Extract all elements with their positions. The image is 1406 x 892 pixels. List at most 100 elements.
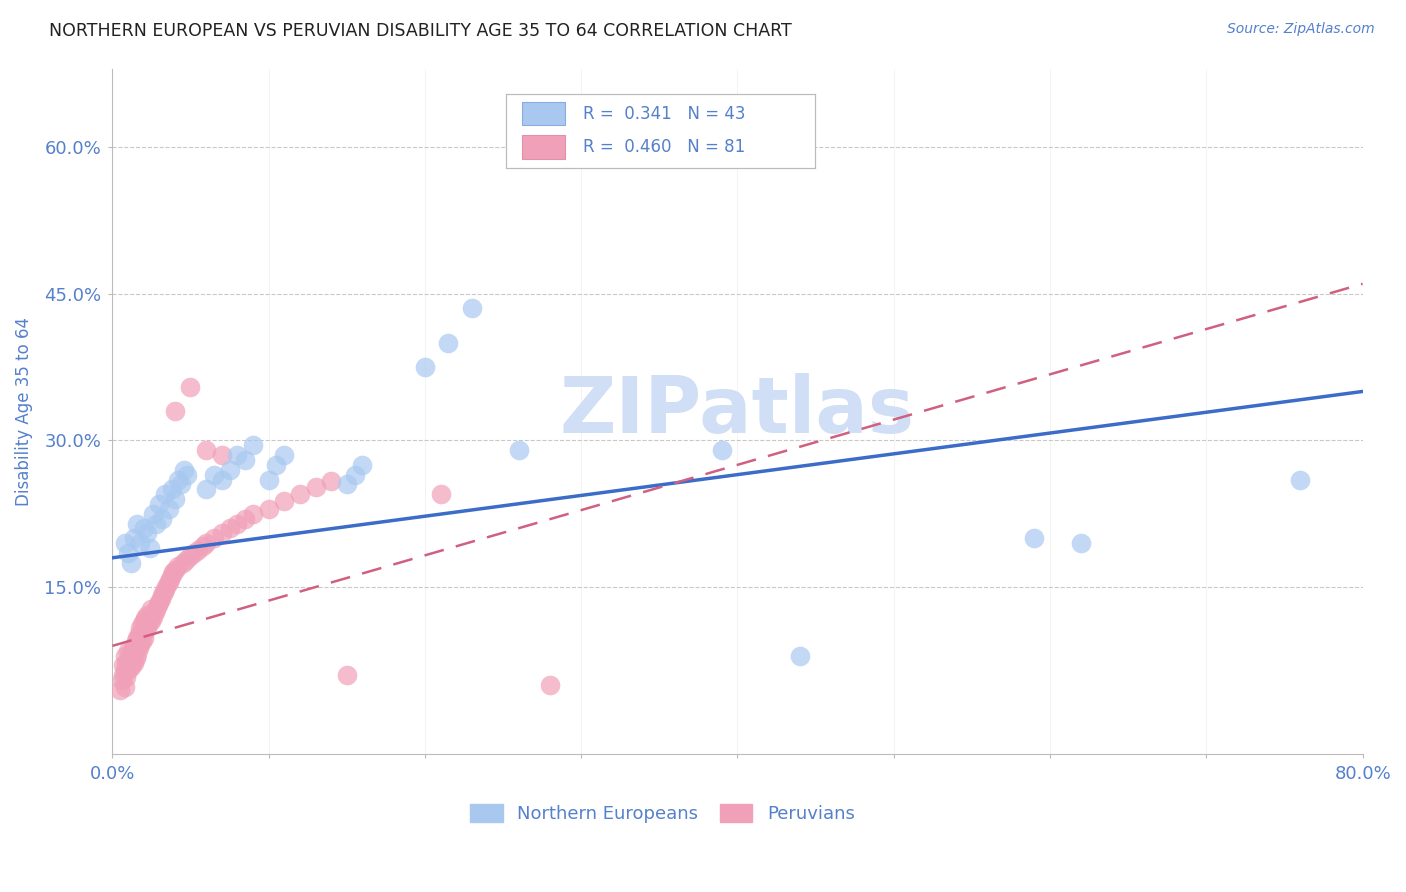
- Bar: [522, 102, 565, 126]
- Point: [789, 648, 811, 663]
- Point: [336, 477, 359, 491]
- Point: [163, 492, 186, 507]
- Point: [202, 531, 225, 545]
- Point: [153, 585, 176, 599]
- Point: [114, 536, 136, 550]
- Point: [132, 521, 155, 535]
- Point: [114, 648, 136, 663]
- Point: [160, 483, 183, 497]
- Point: [202, 467, 225, 482]
- Point: [134, 611, 156, 625]
- Point: [149, 591, 172, 606]
- Point: [304, 480, 326, 494]
- Text: Source: ZipAtlas.com: Source: ZipAtlas.com: [1227, 22, 1375, 37]
- Point: [429, 487, 451, 501]
- Point: [120, 660, 142, 674]
- Point: [195, 536, 218, 550]
- Point: [141, 601, 163, 615]
- Point: [125, 634, 148, 648]
- Point: [174, 553, 197, 567]
- Point: [128, 627, 150, 641]
- Point: [183, 546, 205, 560]
- Point: [127, 516, 149, 531]
- Legend: Northern Europeans, Peruvians: Northern Europeans, Peruvians: [470, 804, 855, 823]
- Point: [211, 448, 233, 462]
- Point: [187, 543, 209, 558]
- Point: [117, 546, 139, 560]
- Point: [242, 507, 264, 521]
- Point: [352, 458, 374, 472]
- Point: [114, 664, 136, 678]
- Point: [111, 673, 134, 687]
- Point: [211, 473, 233, 487]
- Text: NORTHERN EUROPEAN VS PERUVIAN DISABILITY AGE 35 TO 64 CORRELATION CHART: NORTHERN EUROPEAN VS PERUVIAN DISABILITY…: [49, 22, 792, 40]
- Point: [129, 637, 152, 651]
- Point: [148, 595, 170, 609]
- Bar: [522, 135, 565, 159]
- Text: R =  0.460   N = 81: R = 0.460 N = 81: [583, 138, 745, 156]
- Point: [122, 657, 145, 671]
- Point: [125, 650, 148, 665]
- Point: [122, 639, 145, 653]
- Point: [134, 624, 156, 639]
- Point: [142, 507, 165, 521]
- Point: [139, 611, 162, 625]
- Point: [710, 443, 733, 458]
- Point: [117, 644, 139, 658]
- Point: [257, 501, 280, 516]
- Point: [288, 487, 311, 501]
- Point: [120, 647, 142, 661]
- Point: [135, 621, 157, 635]
- Point: [117, 664, 139, 678]
- Point: [146, 598, 169, 612]
- Point: [117, 654, 139, 668]
- Point: [115, 657, 138, 671]
- Text: R =  0.341   N = 43: R = 0.341 N = 43: [583, 104, 747, 122]
- Point: [108, 682, 131, 697]
- Point: [273, 448, 295, 462]
- Point: [179, 379, 201, 393]
- Point: [538, 678, 561, 692]
- Point: [159, 572, 181, 586]
- Point: [129, 621, 152, 635]
- Point: [321, 475, 343, 489]
- Point: [136, 617, 159, 632]
- Point: [112, 658, 135, 673]
- Point: [156, 578, 179, 592]
- Point: [1024, 531, 1046, 545]
- Point: [173, 463, 195, 477]
- Point: [437, 335, 460, 350]
- Point: [167, 473, 190, 487]
- Point: [218, 463, 240, 477]
- Point: [343, 467, 366, 482]
- Point: [162, 566, 184, 580]
- Point: [336, 668, 359, 682]
- Point: [121, 654, 143, 668]
- Point: [131, 634, 153, 648]
- Point: [226, 516, 249, 531]
- Point: [266, 458, 288, 472]
- Point: [145, 601, 167, 615]
- Point: [135, 526, 157, 541]
- Point: [155, 487, 177, 501]
- Point: [1070, 536, 1092, 550]
- Point: [143, 605, 166, 619]
- Point: [233, 511, 256, 525]
- Point: [155, 582, 177, 596]
- Point: [157, 575, 180, 590]
- Point: [132, 631, 155, 645]
- Point: [132, 615, 155, 629]
- Point: [114, 680, 136, 694]
- Point: [226, 448, 249, 462]
- Point: [129, 536, 152, 550]
- Point: [195, 483, 218, 497]
- Text: ZIPatlas: ZIPatlas: [560, 373, 915, 449]
- Point: [142, 609, 165, 624]
- Point: [145, 516, 167, 531]
- Point: [273, 494, 295, 508]
- Point: [461, 301, 484, 316]
- Point: [163, 563, 186, 577]
- Point: [141, 615, 163, 629]
- Point: [160, 568, 183, 582]
- Point: [176, 467, 198, 482]
